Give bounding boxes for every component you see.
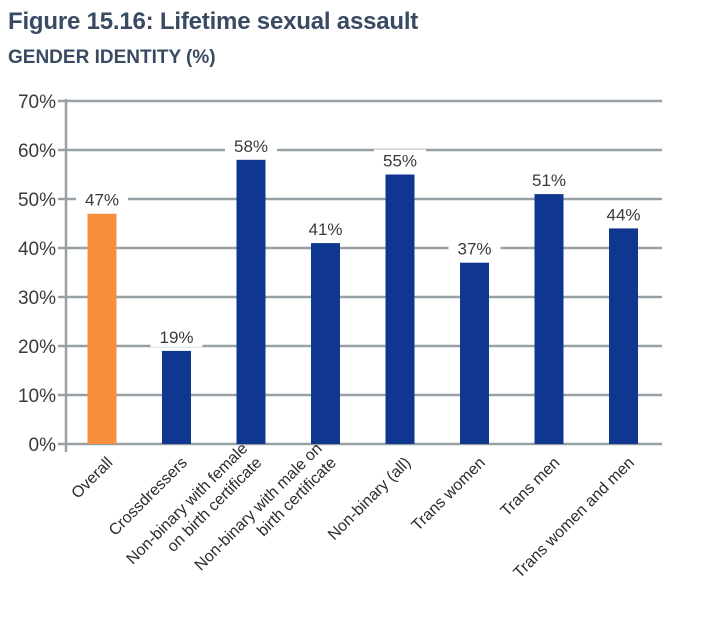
x-tick-label: Trans men xyxy=(498,454,564,520)
x-tick-label: Trans women and men xyxy=(511,454,638,581)
y-tick-label: 40% xyxy=(18,239,56,260)
data-label: 55% xyxy=(383,152,417,171)
x-category-label: Crossdressers xyxy=(106,454,191,539)
data-label-bg xyxy=(150,325,203,347)
bar xyxy=(609,228,638,444)
data-label: 47% xyxy=(85,191,119,210)
x-category-label: Overall xyxy=(69,454,117,502)
data-label-bg xyxy=(299,218,352,240)
bar xyxy=(162,350,191,444)
y-tick-label: 0% xyxy=(29,435,57,456)
y-tick-label: 30% xyxy=(18,288,56,309)
chart-title: Figure 15.16: Lifetime sexual assault xyxy=(8,8,419,35)
data-label: 37% xyxy=(457,240,491,259)
data-label: 44% xyxy=(606,205,640,224)
bar xyxy=(311,243,340,444)
bar xyxy=(87,213,117,444)
x-tick-label: Trans women xyxy=(409,454,489,534)
y-tick-label: 20% xyxy=(18,337,56,358)
y-tick-label: 60% xyxy=(18,141,56,162)
data-label: 41% xyxy=(308,220,342,239)
x-tick-label: Crossdressers xyxy=(106,454,191,539)
bar xyxy=(534,194,564,444)
y-tick-label: 50% xyxy=(18,190,56,211)
bar xyxy=(460,262,489,444)
data-label-bg xyxy=(374,149,426,171)
bar xyxy=(236,159,266,445)
x-tick-label: Overall xyxy=(69,454,117,502)
x-category-label: Trans women xyxy=(409,454,489,534)
data-label: 51% xyxy=(532,171,566,190)
bar xyxy=(385,174,415,444)
chart-subtitle: GENDER IDENTITY (%) xyxy=(8,47,216,68)
y-tick-label: 10% xyxy=(18,386,56,407)
x-category-label: Trans women and men xyxy=(511,454,638,581)
x-category-label: Trans men xyxy=(498,454,564,520)
y-tick-label: 70% xyxy=(18,92,56,113)
data-label-bg xyxy=(597,203,650,225)
data-label-bg xyxy=(448,237,501,259)
data-label-bg xyxy=(76,188,128,210)
data-label-bg xyxy=(523,169,575,191)
data-label: 19% xyxy=(159,328,193,347)
data-label-bg xyxy=(225,134,277,156)
data-label: 58% xyxy=(234,137,268,156)
